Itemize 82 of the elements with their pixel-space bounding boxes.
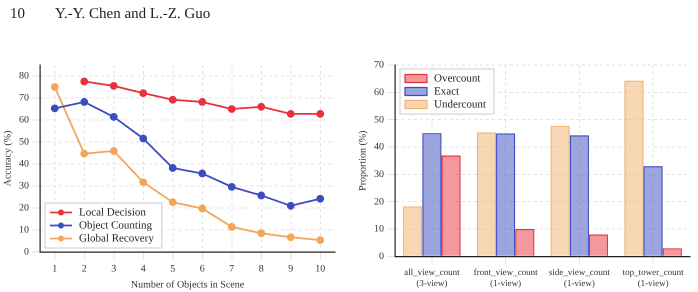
point — [80, 78, 88, 86]
x-tick-label: 2 — [82, 264, 87, 275]
x-tick-label: 9 — [288, 264, 294, 275]
point — [286, 233, 295, 242]
point — [139, 134, 148, 142]
y-axis-title: Proportion (%) — [358, 130, 369, 191]
x-tick-label: 6 — [200, 264, 205, 275]
x-tick-label: 4 — [140, 264, 146, 275]
legend-label: Overcount — [434, 72, 480, 84]
point — [50, 104, 59, 112]
x-tick-label: 5 — [170, 264, 176, 275]
point — [316, 236, 324, 244]
y-tick-label: 10 — [19, 224, 29, 236]
point — [139, 178, 148, 186]
y-tick-label: 70 — [19, 92, 29, 104]
x-tick-label: 7 — [229, 264, 234, 275]
point — [198, 204, 206, 212]
point — [257, 192, 266, 200]
point — [168, 164, 177, 172]
y-tick-label: 70 — [374, 60, 384, 71]
point — [110, 113, 118, 121]
point — [168, 198, 177, 206]
y-tick-label: 80 — [19, 70, 29, 82]
point — [228, 105, 236, 113]
bar — [644, 166, 663, 256]
point — [139, 89, 148, 98]
point — [198, 98, 206, 106]
x-tick-label: side_view_count (1-view) — [548, 267, 610, 288]
point — [316, 194, 324, 203]
x-tick-label: front_view_count (1-view) — [474, 267, 538, 288]
legend-label: Object Counting — [79, 219, 153, 232]
bar — [403, 206, 422, 256]
y-tick-label: 50 — [374, 114, 384, 126]
x-axis-title: Number of Objects in Scene — [130, 280, 245, 291]
y-tick-label: 40 — [19, 158, 29, 170]
y-tick-label: 40 — [374, 142, 384, 153]
point — [316, 110, 324, 118]
point — [286, 110, 295, 118]
x-tick-label: 10 — [315, 264, 326, 275]
y-tick-label: 30 — [19, 180, 29, 192]
bar — [441, 156, 461, 256]
y-tick-label: 0 — [379, 251, 384, 262]
bar — [550, 126, 570, 256]
x-tick-label: top_tower_count (1-view) — [622, 267, 684, 288]
y-tick-label: 0 — [24, 246, 29, 258]
legend-label: Exact — [434, 85, 460, 98]
y-tick-label: 20 — [19, 202, 29, 214]
point — [110, 82, 118, 90]
bar — [662, 248, 682, 256]
legend-label: Undercount — [434, 98, 486, 110]
point — [286, 202, 295, 210]
y-tick-label: 50 — [19, 136, 29, 148]
point — [168, 96, 177, 104]
y-tick-label: 60 — [374, 86, 384, 98]
bar — [624, 80, 644, 256]
x-tick-label: 1 — [52, 264, 58, 275]
bar — [588, 234, 608, 256]
point — [228, 182, 236, 191]
point — [198, 170, 206, 178]
point — [80, 150, 88, 158]
legend-label: Local Decision — [79, 206, 146, 218]
y-tick-label: 10 — [374, 224, 384, 235]
y-axis-title: Accuracy (%) — [2, 130, 14, 186]
bar — [570, 135, 589, 256]
point — [80, 98, 88, 106]
bar — [422, 133, 442, 256]
point — [228, 223, 236, 231]
point — [110, 147, 118, 155]
point — [50, 83, 59, 91]
bar — [515, 229, 534, 256]
x-tick-label: 8 — [258, 264, 264, 275]
x-tick-label: 3 — [111, 264, 116, 275]
bar — [496, 133, 516, 256]
x-tick-label: all_view_count (3-view) — [404, 267, 460, 288]
y-tick-label: 20 — [374, 196, 384, 208]
point — [257, 229, 266, 238]
point — [257, 102, 266, 111]
bar — [476, 132, 496, 256]
text: Y.-Y. Chen and L.-Z. Guo — [55, 6, 210, 23]
y-tick-label: 60 — [19, 114, 29, 126]
legend-label: Global Recovery — [79, 232, 154, 244]
y-tick-label: 30 — [374, 168, 384, 180]
